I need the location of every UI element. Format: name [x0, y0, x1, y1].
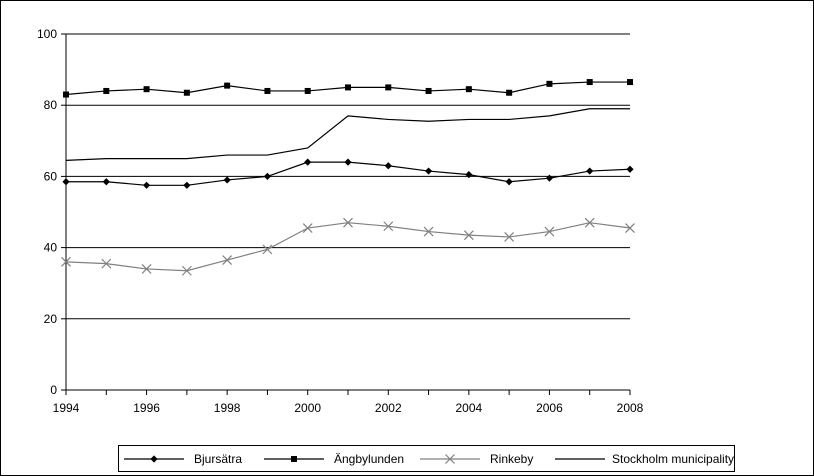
series-2-point-9-stroke-b — [423, 226, 434, 237]
y-tick-label-1: 20 — [44, 312, 58, 326]
legend-marker-1 — [291, 456, 297, 462]
series-2-point-11-stroke-b — [504, 231, 515, 242]
series-2-point-0-stroke-b — [61, 256, 71, 267]
series-2-point-3 — [181, 265, 192, 276]
series-2-point-5 — [262, 244, 273, 255]
series-2-point-3-stroke-b — [181, 265, 192, 276]
legend-marker-2-stroke-b — [445, 454, 455, 464]
series-2-point-14 — [625, 223, 635, 233]
series-0-point-9 — [424, 167, 433, 175]
x-tick-label-0: 1994 — [53, 401, 80, 415]
x-tick-label-6: 2006 — [536, 401, 563, 415]
series-2-point-14-stroke-b — [625, 223, 635, 233]
series-2-point-10-stroke-b — [463, 230, 474, 241]
series-2-point-13 — [584, 217, 595, 228]
series-0-point-3 — [183, 181, 191, 189]
series-2-point-1-stroke-b — [101, 258, 112, 269]
series-0-point-0 — [62, 178, 70, 186]
legend-item-3: Stockholm municipality — [555, 452, 734, 466]
x-tick-label-7: 2008 — [617, 401, 644, 415]
series-3-line — [65, 108, 630, 161]
legend-item-1: Ängbylunden — [264, 452, 404, 466]
series-2-point-4-stroke-b — [222, 255, 233, 265]
gridlines — [66, 33, 630, 320]
legend-marker-0 — [150, 455, 158, 463]
series-1-point-11 — [506, 89, 513, 96]
series-2-point-7-stroke-b — [343, 217, 353, 228]
series-1-point-13 — [586, 79, 593, 86]
series-2-point-5-stroke-b — [262, 244, 273, 255]
series-2-point-9 — [423, 226, 434, 237]
series-1-point-1 — [103, 87, 110, 94]
series-2-point-1 — [101, 258, 112, 269]
series-0-point-7 — [344, 158, 352, 166]
series-1-point-4 — [224, 82, 231, 89]
y-tick-label-0: 0 — [50, 383, 57, 397]
series-2-point-2 — [141, 264, 152, 274]
series-0-point-5 — [263, 172, 272, 180]
series-1-point-14 — [627, 79, 633, 86]
series-0-point-11 — [505, 178, 513, 186]
series-2-point-11 — [504, 231, 515, 242]
series-2-point-0 — [61, 256, 71, 267]
series-2-point-4 — [222, 255, 233, 265]
legend-item-0: Bjursätra — [124, 452, 242, 466]
y-tick-label-2: 40 — [44, 241, 58, 255]
x-tick-label-4: 2002 — [375, 401, 402, 415]
series-2-point-8-stroke-b — [383, 221, 394, 232]
series-lines — [61, 79, 635, 276]
series-1-point-9 — [425, 87, 432, 94]
series-2-point-6 — [302, 223, 313, 233]
series-1-point-5 — [264, 87, 271, 94]
series-0-point-13 — [586, 167, 594, 175]
series-2-point-6-stroke-b — [302, 223, 313, 233]
legend-marker-2 — [445, 454, 455, 464]
series-0-point-1 — [102, 178, 110, 186]
x-tick-label-3: 2000 — [294, 401, 321, 415]
series-1-point-3 — [183, 89, 190, 96]
series-2-point-7 — [343, 217, 353, 228]
x-tick-label-1: 1996 — [133, 401, 160, 415]
series-2-point-12 — [544, 226, 555, 237]
x-tick-label-5: 2004 — [456, 401, 483, 415]
series-2-point-8 — [383, 221, 394, 232]
series-1-point-2 — [143, 86, 150, 93]
legend-label-1: Ängbylunden — [334, 452, 404, 466]
series-0-point-4 — [223, 176, 231, 184]
series-0-point-10 — [465, 171, 473, 179]
series-1-point-6 — [304, 87, 311, 94]
x-tick-label-2: 1998 — [214, 401, 241, 415]
legend-label-0: Bjursätra — [194, 452, 242, 466]
series-2-point-10 — [463, 230, 474, 241]
series-2-point-12-stroke-b — [544, 226, 555, 237]
series-0-point-14 — [626, 165, 634, 173]
series-1-point-8 — [385, 84, 392, 91]
legend: Bjursätra Ängbylunden Rinkeby Stockholm mun… — [118, 445, 735, 472]
series-0-point-12 — [545, 174, 554, 182]
legend-label-3: Stockholm municipality — [612, 452, 734, 466]
series-1-point-12 — [546, 80, 553, 87]
legend-item-2: Rinkeby — [420, 452, 533, 466]
y-tick-label-4: 80 — [44, 98, 58, 112]
y-tick-label-3: 60 — [44, 169, 58, 183]
y-tick-label-5: 100 — [37, 27, 57, 41]
series-2-point-13-stroke-b — [584, 217, 595, 228]
legend-label-2: Rinkeby — [490, 452, 533, 466]
series-1-point-10 — [465, 86, 472, 93]
series-0-point-6 — [304, 158, 312, 166]
series-1-point-0 — [63, 91, 69, 98]
series-0-point-2 — [142, 181, 151, 189]
series-2-point-2-stroke-b — [141, 264, 152, 274]
series-1-point-7 — [345, 84, 351, 91]
series-0-point-8 — [384, 162, 392, 170]
